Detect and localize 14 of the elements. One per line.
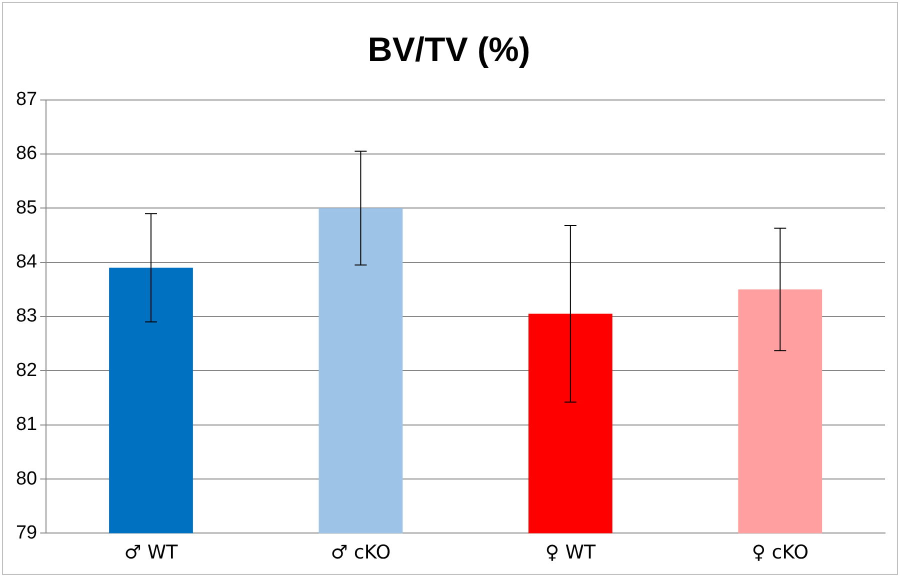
x-tick-label: ♀ cKO [752,542,809,564]
y-tick-label: 81 [16,414,38,436]
y-tick-label: 82 [16,360,38,381]
y-tick-label: 85 [16,197,38,218]
chart-title: BV/TV (%) [368,30,530,69]
y-tick-label: 79 [16,522,38,544]
y-tick-label: 86 [16,143,38,164]
x-tick-label: ♂ cKO [330,542,391,564]
y-tick-label: 83 [16,306,38,327]
y-tick-label: 87 [16,89,38,110]
y-tick-label: 84 [16,252,38,273]
x-tick-label: ♀ WT [545,542,596,564]
y-tick-label: 80 [16,468,38,490]
x-tick-label: ♂ WT [124,542,178,564]
